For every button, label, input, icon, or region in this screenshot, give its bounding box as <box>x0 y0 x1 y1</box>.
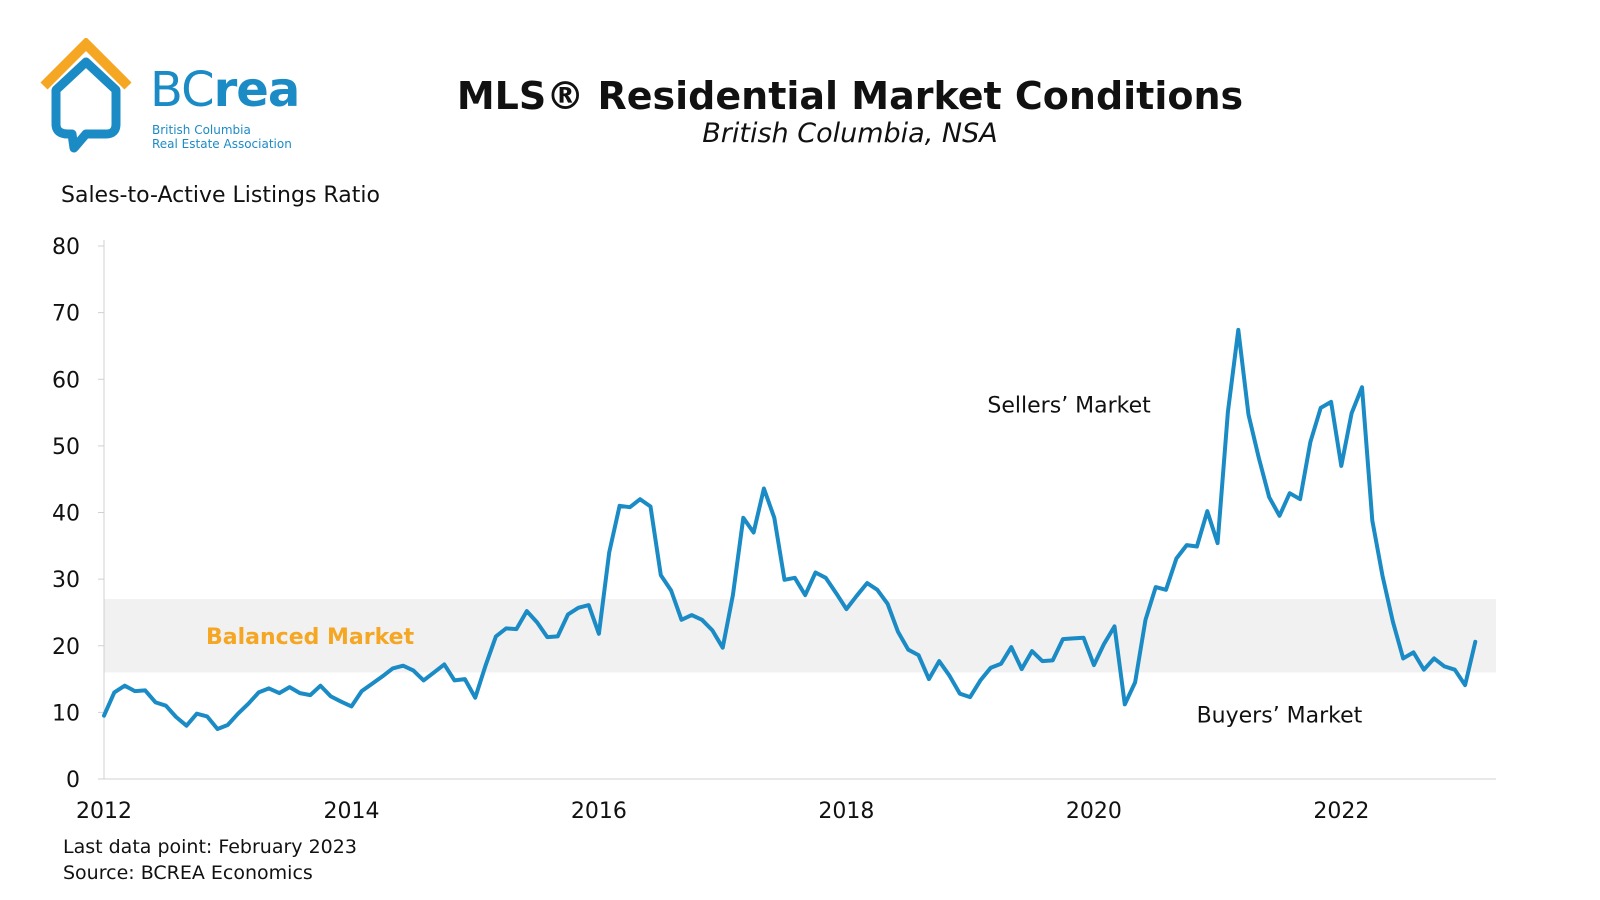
market-annotation: Sellers’ Market <box>987 394 1151 419</box>
logo-line-1: British Columbia <box>152 123 251 137</box>
bcrea-logo: BCrea British Columbia Real Estate Assoc… <box>38 38 318 158</box>
y-axis-label: Sales-to-Active Listings Ratio <box>61 183 380 208</box>
y-tick-label: 70 <box>52 302 80 327</box>
y-tick-label: 10 <box>52 701 80 726</box>
x-tick-label: 2012 <box>76 799 132 824</box>
y-tick-label: 30 <box>52 568 80 593</box>
y-tick-label: 60 <box>52 368 80 393</box>
chart-subtitle: British Columbia, NSA <box>0 118 1600 149</box>
y-tick-label: 20 <box>52 635 80 660</box>
y-tick-label: 40 <box>52 502 80 527</box>
balanced-market-label: Balanced Market <box>206 625 415 650</box>
last-data-point-note: Last data point: February 2023 <box>63 836 357 858</box>
logo-line-2: Real Estate Association <box>152 137 292 151</box>
logo-wordmark: BCrea <box>150 66 300 114</box>
x-tick-label: 2016 <box>571 799 627 824</box>
x-tick-label: 2018 <box>818 799 874 824</box>
source-note: Source: BCREA Economics <box>63 862 313 884</box>
chart-subtitle-text: British Columbia, NSA <box>702 118 998 149</box>
logo-word-rea: rea <box>213 62 301 118</box>
x-tick-label: 2020 <box>1066 799 1122 824</box>
logo-word-bc: BC <box>150 62 215 118</box>
chart-title-text: MLS® Residential Market Conditions <box>456 74 1244 118</box>
series-line <box>102 327 1478 731</box>
chart-title: MLS® Residential Market Conditions <box>0 74 1600 118</box>
x-tick-label: 2022 <box>1313 799 1369 824</box>
house-logo-icon <box>40 38 132 153</box>
y-tick-label: 80 <box>52 235 80 260</box>
market-annotation: Buyers’ Market <box>1197 703 1363 728</box>
y-tick-label: 50 <box>52 435 80 460</box>
y-tick-label: 0 <box>66 768 80 793</box>
balanced-market-band <box>104 599 1496 673</box>
x-tick-label: 2014 <box>323 799 379 824</box>
